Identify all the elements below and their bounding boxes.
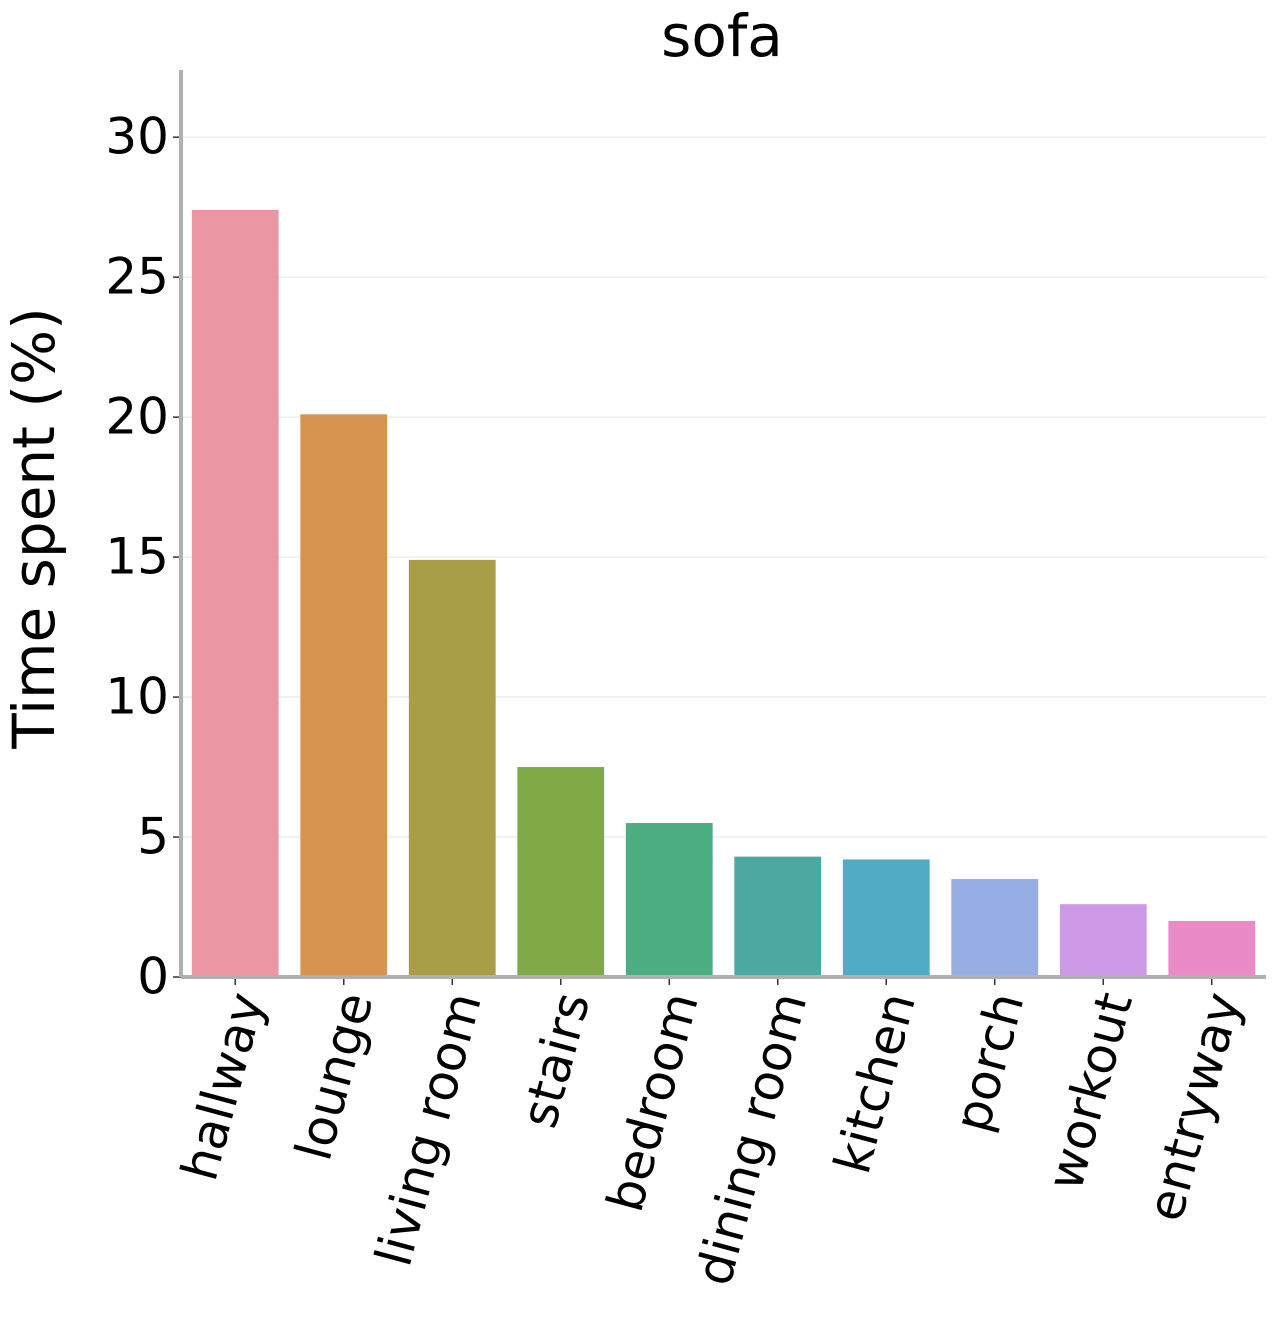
x-tick-label: bedroom — [596, 987, 710, 1218]
bar — [191, 209, 279, 978]
x-tick-label: hallway — [170, 987, 276, 1187]
bar — [734, 856, 822, 977]
chart-title: sofa — [661, 2, 783, 70]
bar — [842, 859, 930, 977]
y-tick-label: 25 — [105, 248, 169, 306]
bar — [1168, 921, 1256, 977]
bar — [408, 559, 496, 977]
y-tick-label: 30 — [105, 108, 169, 166]
x-tick-label: workout — [1036, 987, 1144, 1196]
y-tick-label: 20 — [105, 388, 169, 446]
x-tick-label: lounge — [284, 987, 384, 1167]
y-tick-label: 15 — [105, 528, 169, 586]
x-tick-label: porch — [943, 987, 1036, 1138]
x-tick-label: dining room — [685, 987, 819, 1292]
y-tick-label: 5 — [137, 808, 169, 866]
bar — [517, 767, 605, 977]
bar — [625, 823, 713, 977]
x-tick-label: living room — [364, 987, 492, 1272]
x-tick-label: stairs — [510, 987, 601, 1134]
y-tick-label: 10 — [105, 668, 169, 726]
bar — [951, 879, 1039, 977]
x-tick-label: entryway — [1136, 987, 1252, 1227]
x-tick-label: kitchen — [823, 987, 927, 1180]
bar — [300, 414, 388, 977]
y-axis-label: Time spent (%) — [0, 307, 68, 749]
bar — [1059, 904, 1147, 977]
y-tick-label: 0 — [137, 948, 169, 1006]
